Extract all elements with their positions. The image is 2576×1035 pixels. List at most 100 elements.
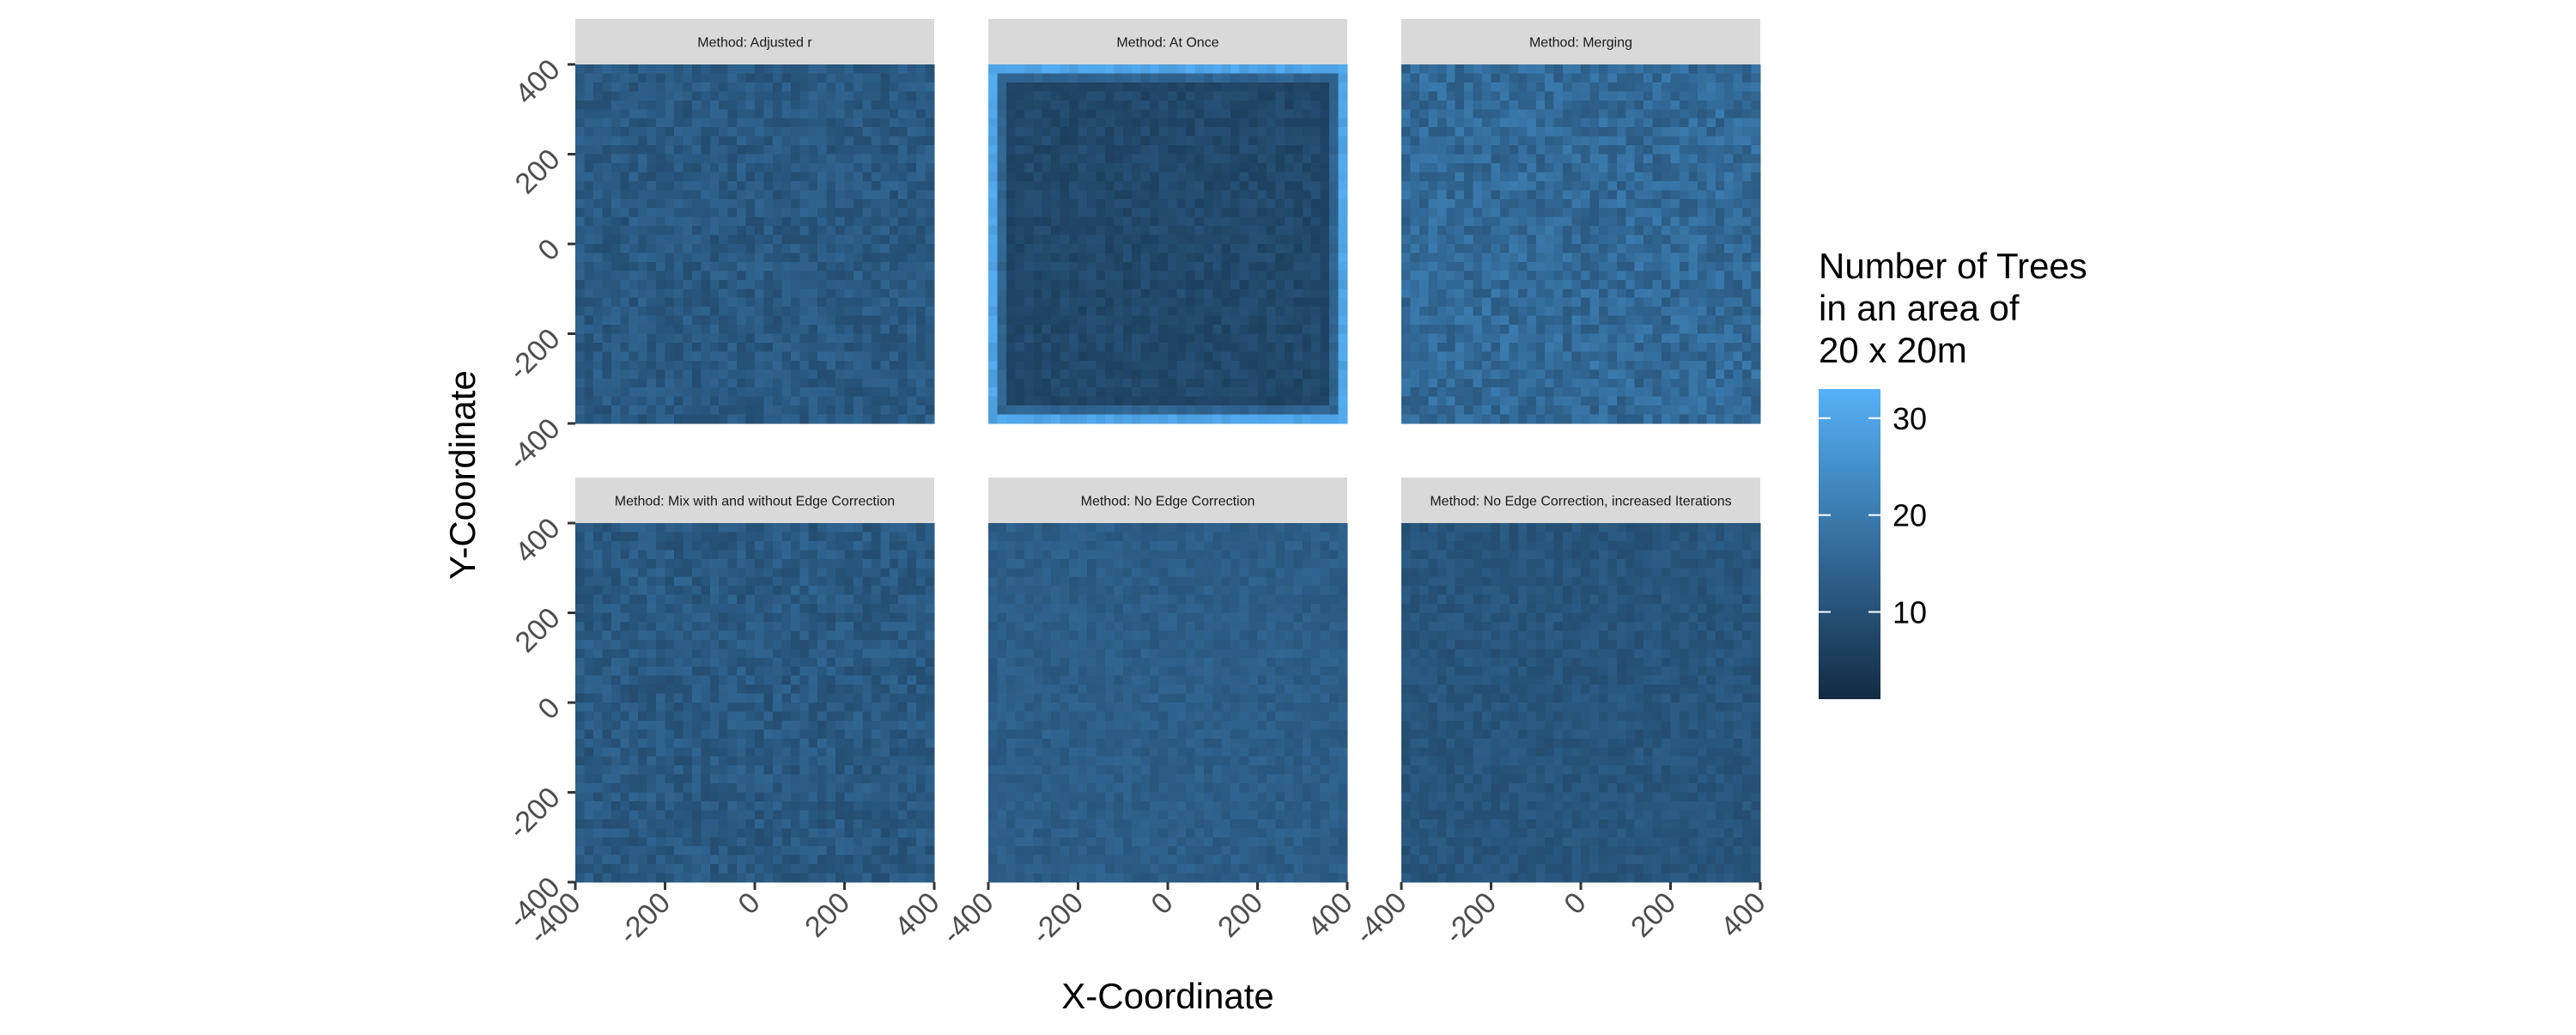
heatmap-cell	[1320, 369, 1330, 380]
heatmap-cell	[620, 198, 630, 209]
heatmap-cell	[1679, 64, 1689, 75]
heatmap-cell	[665, 387, 675, 398]
heatmap-cell	[799, 271, 810, 281]
heatmap-cell	[799, 414, 810, 424]
heatmap-cell	[790, 253, 800, 263]
heatmap-cell	[620, 271, 630, 281]
heatmap-cell	[673, 82, 683, 92]
heatmap-cell	[1688, 198, 1698, 209]
heatmap-cell	[1275, 145, 1285, 155]
heatmap-cell	[1329, 216, 1340, 227]
heatmap-cell	[1212, 127, 1223, 137]
heatmap-cell	[1401, 297, 1412, 307]
heatmap-cell	[1715, 154, 1725, 164]
heatmap-cell	[656, 226, 666, 236]
heatmap-cell	[629, 100, 639, 110]
heatmap-cell	[835, 118, 846, 128]
heatmap-cell	[1033, 109, 1043, 119]
heatmap-cell	[853, 91, 863, 101]
heatmap-cell	[1509, 91, 1519, 101]
heatmap-cell	[781, 127, 792, 137]
heatmap-cell	[1473, 127, 1483, 137]
heatmap-cell	[1239, 315, 1249, 326]
heatmap-cell	[1581, 396, 1591, 406]
heatmap-cell	[620, 64, 630, 75]
heatmap-cell	[1455, 136, 1465, 146]
heatmap-cell	[772, 396, 782, 406]
heatmap-cell	[1230, 100, 1241, 110]
heatmap-cell	[925, 297, 935, 307]
heatmap-cell	[727, 136, 738, 146]
heatmap-cell	[988, 405, 999, 416]
heatmap-cell	[1446, 405, 1456, 416]
heatmap-cell	[772, 550, 782, 560]
heatmap-cell	[1015, 315, 1025, 326]
heatmap-cell	[871, 253, 881, 263]
heatmap-cell	[1446, 198, 1456, 209]
heatmap-cell	[844, 180, 854, 191]
heatmap-cell	[1024, 289, 1034, 299]
heatmap-cell	[781, 297, 792, 307]
heatmap-cell	[1616, 82, 1626, 92]
heatmap-cell	[1751, 162, 1761, 173]
heatmap-cell	[835, 145, 846, 155]
heatmap-cell	[1616, 253, 1626, 263]
heatmap-cell	[1499, 307, 1510, 317]
heatmap-cell	[1114, 396, 1124, 406]
heatmap-cell	[1329, 73, 1340, 83]
heatmap-cell	[629, 136, 639, 146]
heatmap-cell	[1114, 109, 1124, 119]
heatmap-cell	[1311, 414, 1321, 424]
heatmap-cell	[1715, 325, 1725, 335]
heatmap-cell	[835, 387, 846, 398]
heatmap-cell	[1643, 325, 1654, 335]
heatmap-cell	[745, 198, 756, 209]
heatmap-cell	[656, 172, 666, 182]
heatmap-cell	[907, 198, 917, 209]
heatmap-cell	[916, 315, 927, 326]
heatmap-cell	[719, 172, 729, 182]
heatmap-cell	[1194, 109, 1205, 119]
heatmap-cell	[1078, 145, 1088, 155]
panel-strip	[988, 19, 1347, 64]
heatmap-cell	[898, 333, 908, 344]
heatmap-cell	[1320, 325, 1330, 335]
heatmap-cell	[1527, 100, 1537, 110]
heatmap-cell	[1751, 315, 1761, 326]
heatmap-cell	[1643, 297, 1654, 307]
heatmap-cell	[620, 325, 630, 335]
heatmap-cell	[1311, 162, 1321, 173]
heatmap-cell	[1140, 190, 1151, 200]
heatmap-cell	[1051, 162, 1061, 173]
heatmap-cell	[1499, 64, 1510, 75]
heatmap-cell	[1230, 82, 1241, 92]
heatmap-cell	[1194, 216, 1205, 227]
heatmap-cell	[1688, 333, 1698, 344]
heatmap-cell	[1185, 216, 1195, 227]
heatmap-cell	[1482, 307, 1492, 317]
heatmap-cell	[1015, 127, 1025, 137]
heatmap-cell	[1185, 369, 1195, 380]
heatmap-cell	[1024, 82, 1034, 92]
heatmap-cell	[584, 253, 594, 263]
heatmap-cell	[1158, 82, 1169, 92]
heatmap-cell	[1571, 190, 1582, 200]
heatmap-cell	[889, 307, 899, 317]
heatmap-cell	[1069, 325, 1079, 335]
heatmap-cell	[1114, 162, 1124, 173]
heatmap-cell	[1553, 145, 1564, 155]
heatmap-cell	[1096, 82, 1106, 92]
heatmap-cell	[790, 261, 800, 271]
heatmap-cell	[1230, 315, 1241, 326]
heatmap-cell	[1428, 414, 1438, 424]
heatmap-cell	[817, 369, 828, 380]
heatmap-cell	[683, 208, 693, 218]
heatmap-cell	[844, 342, 854, 352]
heatmap-cell	[665, 216, 675, 227]
heatmap-cell	[1176, 325, 1187, 335]
heatmap-cell	[871, 532, 881, 542]
heatmap-cell	[665, 360, 675, 370]
heatmap-cell	[1239, 91, 1249, 101]
heatmap-cell	[737, 208, 747, 218]
heatmap-cell	[1706, 307, 1716, 317]
